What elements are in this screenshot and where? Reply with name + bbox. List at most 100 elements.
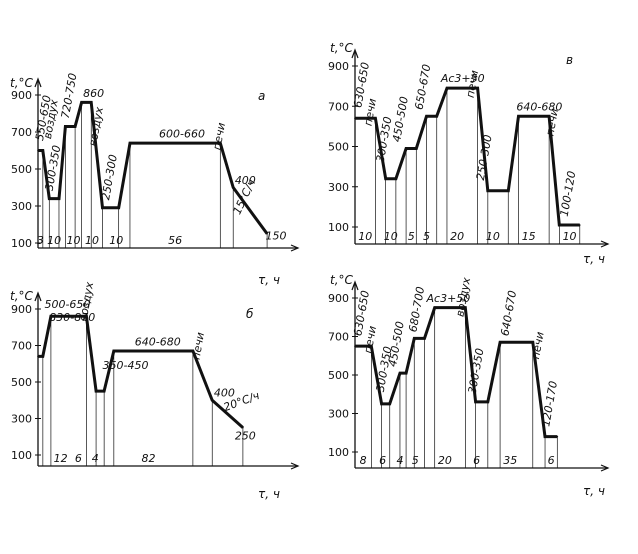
- y-tick-label: 700: [11, 340, 32, 353]
- profile-point: [354, 345, 356, 347]
- profile-point: [415, 147, 418, 150]
- profile-point: [487, 189, 489, 192]
- duration-label: 10: [486, 230, 500, 243]
- y-tick-label: 900: [328, 60, 349, 73]
- temperature-annotation: Ac3+50: [426, 292, 471, 305]
- panel-label: в: [566, 53, 573, 67]
- y-tick-label: 100: [11, 449, 32, 462]
- duration-label: 35: [503, 454, 517, 467]
- profile-point: [435, 115, 438, 118]
- profile-point: [476, 87, 479, 89]
- temperature-annotation: воздух: [86, 105, 106, 147]
- duration-label: 5: [412, 454, 419, 467]
- profile-point: [499, 341, 501, 344]
- profile-point: [101, 207, 104, 209]
- temperature-profile: [38, 100, 269, 235]
- temperature-annotation: 500-650: [44, 298, 90, 311]
- temperature-annotation: 830-870: [49, 311, 95, 324]
- duration-label: 10: [384, 230, 398, 243]
- profile-point: [354, 117, 356, 120]
- profile-point: [578, 224, 581, 226]
- y-tick-label: 100: [328, 446, 349, 459]
- y-tick-label: 500: [11, 376, 32, 389]
- temperature-annotation: 600-660: [159, 128, 205, 141]
- duration-label: 5: [408, 230, 415, 243]
- profile-point: [266, 232, 268, 235]
- profile-point: [129, 142, 131, 144]
- profile-point: [50, 315, 52, 318]
- y-tick-label: 700: [11, 126, 32, 139]
- profile-point: [37, 149, 39, 152]
- y-tick-label: 300: [328, 408, 349, 421]
- temperature-annotation: 680-700: [406, 286, 427, 334]
- duration-label: 5: [423, 230, 430, 243]
- duration-label: 20: [450, 230, 464, 243]
- temperature-profile: [355, 86, 580, 227]
- profile-point: [423, 337, 426, 340]
- temperature-profile: [38, 314, 244, 429]
- x-axis-arrow: [290, 462, 300, 470]
- temperature-annotation: 650-670: [413, 63, 434, 111]
- y-tick-label: 500: [328, 369, 349, 382]
- panel-label: б: [246, 307, 254, 321]
- profile-point: [544, 435, 546, 438]
- y-tick-label: 900: [11, 303, 32, 316]
- y-axis-label: t,°C: [10, 76, 34, 90]
- profile-point: [433, 306, 436, 309]
- profile-point: [64, 125, 67, 128]
- duration-label: 8: [360, 454, 367, 467]
- temperature-annotation: 150: [265, 229, 286, 242]
- temperature-annotation: 250-300: [99, 153, 120, 201]
- temperature-annotation: 450-500: [386, 320, 407, 368]
- profile-point: [85, 315, 88, 318]
- duration-label: 15: [522, 230, 536, 243]
- temperature-annotation: 250: [235, 429, 256, 442]
- profile-point: [74, 125, 76, 128]
- profile-point: [48, 197, 51, 200]
- profile-point: [487, 401, 489, 403]
- profile-point: [380, 403, 383, 405]
- x-axis-label: τ, ч: [583, 484, 605, 498]
- duration-label: 10: [358, 230, 372, 243]
- profile-point: [556, 435, 559, 438]
- y-tick-label: 900: [328, 292, 349, 305]
- x-axis-arrow: [290, 244, 300, 252]
- duration-label: 6: [473, 454, 480, 467]
- y-axis-arrow: [34, 291, 42, 302]
- temperature-annotation: 450-500: [390, 95, 411, 143]
- temperature-annotation: печи: [361, 97, 379, 126]
- temperature-annotation: 640-670: [498, 289, 519, 337]
- profile-point: [58, 197, 60, 200]
- profile-point: [113, 350, 115, 352]
- profile-point: [399, 372, 401, 374]
- duration-label: 12: [54, 452, 68, 465]
- temperature-profile: [355, 306, 558, 439]
- profile-point: [211, 399, 214, 402]
- temperature-annotation: 400: [214, 387, 235, 400]
- profile-point: [395, 177, 397, 180]
- profile-point: [242, 426, 244, 429]
- y-axis-label: t,°C: [330, 273, 354, 287]
- profile-point: [219, 142, 222, 144]
- temperature-annotation: 640-680: [135, 336, 181, 349]
- duration-label: 10: [563, 230, 577, 243]
- temperature-annotation: печи: [210, 122, 228, 151]
- temperature-annotation: печи: [361, 325, 379, 354]
- temperature-annotation: 300-350: [466, 347, 487, 395]
- y-tick-label: 300: [11, 413, 32, 426]
- y-tick-label: 900: [11, 89, 32, 102]
- duration-label: 4: [396, 454, 403, 467]
- panel-label: а: [258, 89, 265, 103]
- profile-point: [232, 186, 235, 189]
- duration-label: 6: [379, 454, 386, 467]
- temperature-annotation: печи: [529, 331, 547, 360]
- profile-point: [370, 345, 373, 347]
- profile-point: [384, 177, 387, 180]
- x-axis-label: τ, ч: [258, 273, 280, 287]
- y-tick-label: 500: [11, 163, 32, 176]
- temperature-annotation: 350-450: [103, 359, 149, 372]
- profile-point: [405, 147, 407, 150]
- profile-point: [517, 115, 520, 118]
